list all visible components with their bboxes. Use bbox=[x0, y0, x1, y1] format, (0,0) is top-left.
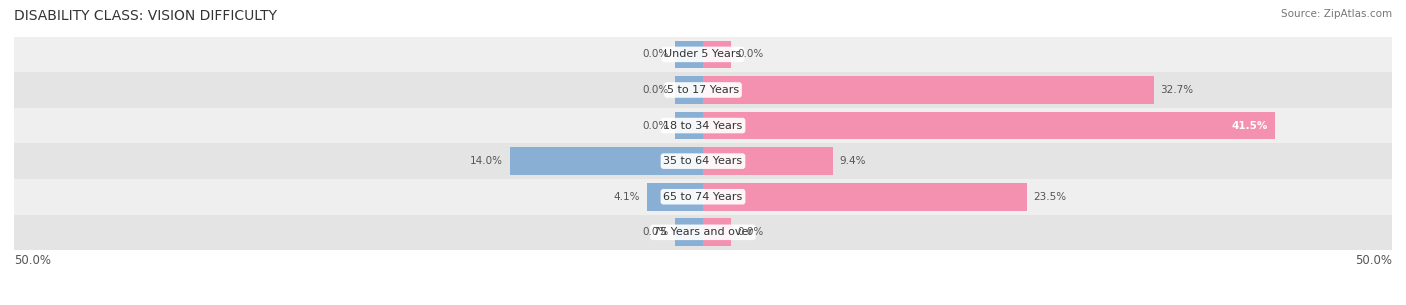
Bar bbox=[675, 41, 703, 68]
Bar bbox=[675, 112, 703, 139]
Bar bbox=[703, 112, 1275, 139]
Bar bbox=[647, 183, 703, 211]
Text: 4.1%: 4.1% bbox=[613, 192, 640, 202]
Bar bbox=[703, 183, 1026, 211]
Bar bbox=[14, 214, 1392, 250]
Bar bbox=[14, 179, 1392, 214]
Bar bbox=[14, 143, 1392, 179]
Text: 0.0%: 0.0% bbox=[643, 49, 669, 59]
Text: 0.0%: 0.0% bbox=[643, 120, 669, 131]
Text: 14.0%: 14.0% bbox=[470, 156, 503, 166]
Bar bbox=[14, 108, 1392, 143]
Text: 65 to 74 Years: 65 to 74 Years bbox=[664, 192, 742, 202]
Text: 0.0%: 0.0% bbox=[643, 227, 669, 237]
Bar bbox=[703, 147, 832, 175]
Text: 41.5%: 41.5% bbox=[1232, 120, 1268, 131]
Text: 0.0%: 0.0% bbox=[643, 85, 669, 95]
Text: 0.0%: 0.0% bbox=[738, 49, 763, 59]
Text: Under 5 Years: Under 5 Years bbox=[665, 49, 741, 59]
Text: Source: ZipAtlas.com: Source: ZipAtlas.com bbox=[1281, 9, 1392, 19]
Bar bbox=[703, 41, 731, 68]
Bar bbox=[510, 147, 703, 175]
Bar bbox=[703, 76, 1153, 104]
Text: 0.0%: 0.0% bbox=[738, 227, 763, 237]
Bar bbox=[14, 72, 1392, 108]
Text: 18 to 34 Years: 18 to 34 Years bbox=[664, 120, 742, 131]
Bar bbox=[675, 76, 703, 104]
Bar bbox=[675, 218, 703, 246]
Text: 23.5%: 23.5% bbox=[1033, 192, 1067, 202]
Bar bbox=[14, 37, 1392, 72]
Text: 32.7%: 32.7% bbox=[1160, 85, 1194, 95]
Text: 35 to 64 Years: 35 to 64 Years bbox=[664, 156, 742, 166]
Text: 50.0%: 50.0% bbox=[1355, 254, 1392, 267]
Text: 75 Years and over: 75 Years and over bbox=[652, 227, 754, 237]
Text: 5 to 17 Years: 5 to 17 Years bbox=[666, 85, 740, 95]
Text: 50.0%: 50.0% bbox=[14, 254, 51, 267]
Bar bbox=[703, 218, 731, 246]
Text: 9.4%: 9.4% bbox=[839, 156, 866, 166]
Text: DISABILITY CLASS: VISION DIFFICULTY: DISABILITY CLASS: VISION DIFFICULTY bbox=[14, 9, 277, 23]
